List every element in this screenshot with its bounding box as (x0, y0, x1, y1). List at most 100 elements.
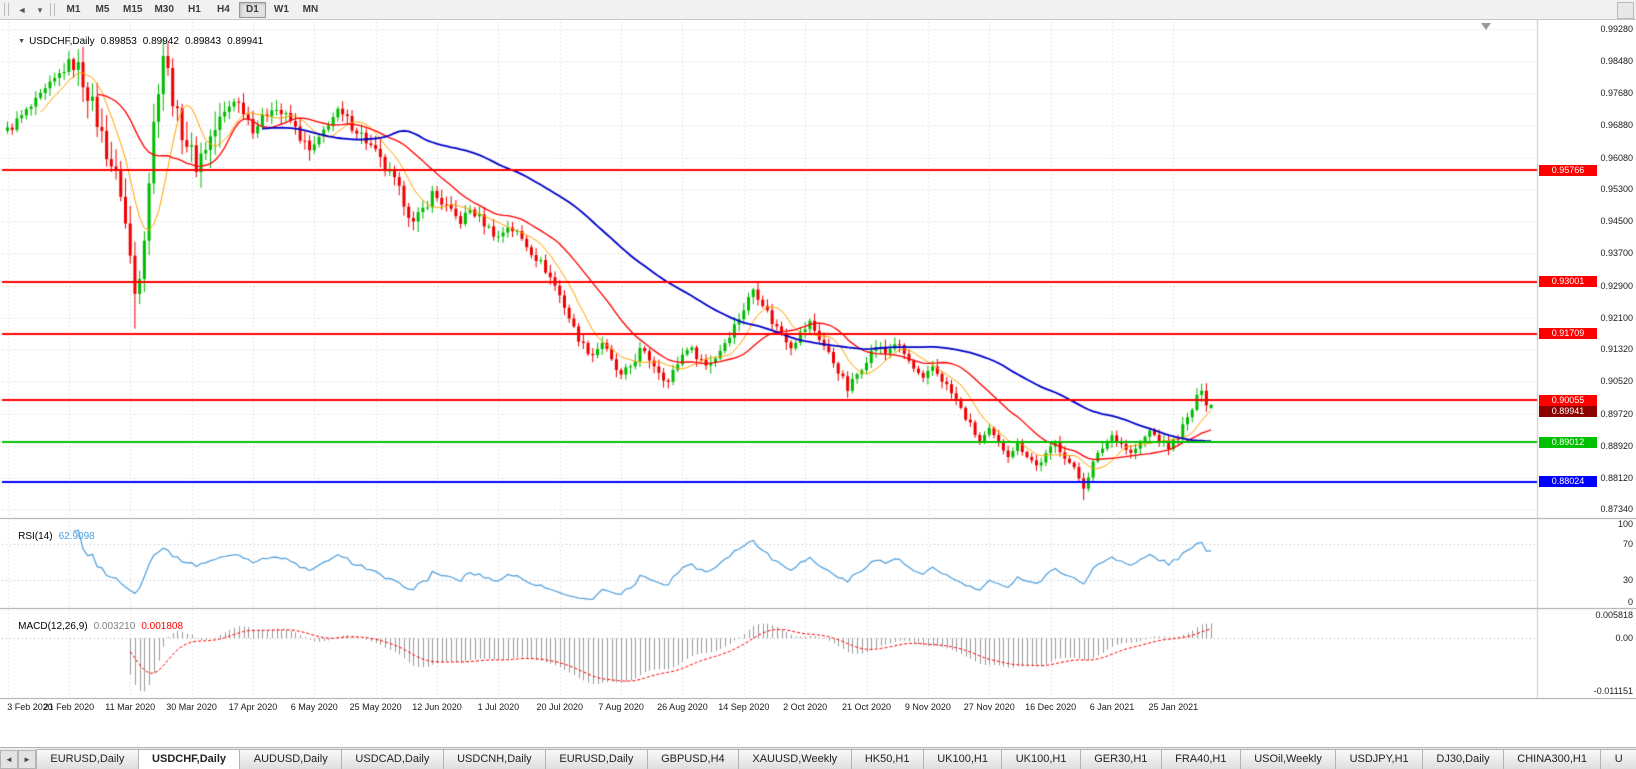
chart-ohlc-header: ▼ USDCHF,Daily 0.89853 0.89942 0.89843 0.8994… (7, 25, 263, 58)
chart-tab[interactable]: USDCAD,Daily (341, 749, 444, 769)
price-axis-label: 0.93700 (1600, 248, 1633, 259)
chart-tab[interactable]: DJ30,Daily (1422, 749, 1504, 769)
date-axis-label: 6 Jan 2021 (1089, 702, 1135, 712)
chart-tabs: EURUSD,Daily USDCHF,Daily AUDUSD,Daily USDC… (36, 749, 1636, 769)
date-axis-label: 16 Dec 2020 (1025, 702, 1077, 712)
chart-tab[interactable]: XAUUSD,Weekly (738, 749, 852, 769)
timeframe-buttons: M1 M5 M15 M30 H1 H4 D1 W1 MN (59, 1, 325, 18)
ohlc-open: 0.89853 (100, 36, 137, 47)
date-axis-label: 3 Feb 2020 (7, 702, 53, 712)
date-axis-label: 12 Jun 2020 (412, 702, 462, 712)
chart-tab[interactable]: HK50,H1 (850, 749, 924, 769)
rsi-value: 62.9098 (58, 531, 95, 542)
price-axis-label: 0.89720 (1600, 408, 1633, 419)
price-axis-label: 0.92900 (1600, 280, 1633, 291)
rsi-axis-label: 100 (1617, 519, 1633, 529)
rsi-title: RSI(14) (18, 531, 53, 542)
chart-region: ▼ USDCHF,Daily 0.89853 0.89942 0.89843 0.8994… (0, 20, 1636, 747)
chart-symbol-label: USDCHF,Daily (29, 36, 95, 47)
date-axis-label: 25 May 2020 (349, 702, 402, 712)
date-axis-label: 20 Jul 2020 (536, 702, 583, 712)
price-line-tag: 0.93001 (1539, 276, 1597, 288)
date-axis-label: 17 Apr 2020 (228, 702, 278, 712)
date-axis-label: 6 May 2020 (290, 702, 338, 712)
timeframe-toolbar: ◄ ▾ M1 M5 M15 M30 H1 H4 D1 W1 MN (0, 0, 1636, 20)
price-axis-label: 0.98480 (1600, 56, 1633, 67)
chart-collapse-icon[interactable]: ▼ (18, 38, 26, 45)
date-axis-label: 9 Nov 2020 (904, 702, 951, 712)
price-line-tag: 0.95766 (1539, 164, 1597, 176)
timeframe-button-h4[interactable]: H4 (210, 2, 237, 18)
chart-tab[interactable]: USDCHF,Daily (137, 749, 241, 769)
macd-axis-top: 0.005818 (1595, 610, 1633, 620)
price-axis-label: 0.96880 (1600, 120, 1633, 131)
chart-tab[interactable]: U (1600, 749, 1636, 769)
macd-title: MACD(12,26,9) (18, 621, 88, 632)
price-axis-label: 0.90520 (1600, 376, 1633, 387)
chart-tab[interactable]: CHINA300,H1 (1502, 749, 1602, 769)
timeframe-button-mn[interactable]: MN (297, 2, 324, 18)
chart-tab[interactable]: USOil,Weekly (1239, 749, 1337, 769)
rsi-axis-label: 70 (1622, 539, 1633, 549)
toolbar-grip[interactable] (4, 3, 9, 16)
date-axis-label: 25 Jan 2021 (1148, 702, 1199, 712)
main-chart-canvas[interactable] (0, 20, 1636, 747)
ohlc-close: 0.89941 (227, 36, 264, 47)
macd-header: MACD(12,26,9) 0.003210 0.001808 (7, 610, 183, 643)
tab-scroll-right-button[interactable]: ► (18, 750, 36, 769)
chart-tab[interactable]: GER30,H1 (1079, 749, 1162, 769)
date-axis-label: 30 Mar 2020 (166, 702, 217, 712)
toolbar-back-button[interactable]: ◄ (13, 2, 31, 18)
date-axis-label: 27 Nov 2020 (963, 702, 1015, 712)
chart-tab[interactable]: UK100,H1 (922, 749, 1003, 769)
rsi-header: RSI(14) 62.9098 (7, 520, 95, 553)
price-axis-label: 0.96080 (1600, 152, 1633, 163)
timeframe-button-d1[interactable]: D1 (238, 1, 266, 18)
timeframe-button-w1[interactable]: W1 (268, 2, 295, 18)
price-axis-label: 0.97680 (1600, 88, 1633, 99)
ohlc-high: 0.89942 (142, 36, 179, 47)
date-axis-label: 21 Oct 2020 (842, 702, 892, 712)
macd-main-value: 0.003210 (93, 621, 136, 632)
chart-shift-marker[interactable] (1481, 23, 1491, 30)
chart-type-dropdown-icon[interactable]: ▾ (31, 2, 49, 18)
rsi-axis-label: 30 (1622, 575, 1633, 585)
chart-tab[interactable]: EURUSD,Daily (36, 749, 139, 769)
tab-scroll-left-button[interactable]: ◄ (0, 750, 18, 769)
price-axis-label: 0.88920 (1600, 440, 1633, 451)
timeframe-button-m5[interactable]: M5 (89, 2, 116, 18)
price-line-tag: 0.90055 (1539, 394, 1597, 406)
price-line-tag: 0.88024 (1539, 476, 1597, 488)
date-axis-label: 21 Feb 2020 (43, 702, 95, 712)
date-axis-label: 1 Jul 2020 (477, 702, 520, 712)
chart-tab[interactable]: GBPUSD,H4 (646, 749, 740, 769)
date-axis-label: 14 Sep 2020 (718, 702, 770, 712)
timeframe-button-h1[interactable]: H1 (181, 2, 208, 18)
price-axis-label: 0.95300 (1600, 184, 1633, 194)
chart-tab[interactable]: EURUSD,Daily (545, 749, 648, 769)
timeframe-button-m30[interactable]: M30 (149, 2, 178, 18)
timeframe-button-m15[interactable]: M15 (118, 2, 147, 18)
chart-tab[interactable]: FRA40,H1 (1160, 749, 1241, 769)
chart-tab[interactable]: AUDUSD,Daily (239, 749, 343, 769)
price-axis-label: 0.92100 (1600, 312, 1633, 323)
macd-axis-bottom: -0.011151 (1593, 686, 1633, 696)
price-line-tag: 0.89012 (1539, 436, 1597, 448)
toolbar-overflow-button[interactable] (1617, 2, 1634, 19)
date-axis-label: 11 Mar 2020 (105, 702, 156, 712)
price-axis-label: 0.99280 (1600, 23, 1633, 34)
macd-axis-zero: 0.00 (1615, 633, 1633, 643)
chart-tab[interactable]: USDCNH,Daily (442, 749, 547, 769)
price-axis-label: 0.91320 (1600, 344, 1633, 355)
chart-tab[interactable]: UK100,H1 (1001, 749, 1081, 769)
chart-tab-bar: ◄ ► EURUSD,Daily USDCHF,Daily AUDUSD,Daily… (0, 747, 1636, 769)
price-axis-label: 0.94500 (1600, 216, 1633, 227)
price-axis-label: 0.87340 (1600, 504, 1633, 515)
ohlc-low: 0.89843 (184, 36, 222, 47)
chart-tab[interactable]: USDJPY,H1 (1335, 749, 1424, 769)
macd-signal-value: 0.001808 (141, 621, 184, 632)
timeframe-button-m1[interactable]: M1 (60, 2, 87, 18)
date-axis-label: 2 Oct 2020 (783, 702, 828, 712)
current-price-tag: 0.89941 (1539, 405, 1597, 417)
rsi-axis-label: 0 (1627, 597, 1633, 607)
